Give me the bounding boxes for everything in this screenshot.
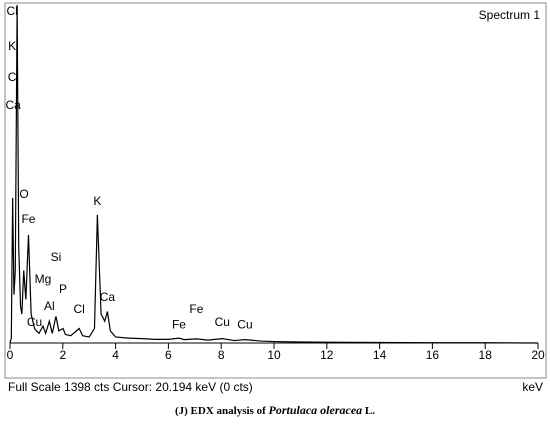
x-tick-label: 2 (59, 348, 66, 362)
caption-species: Portulaca oleracea (269, 403, 363, 417)
peak-label: Cu (215, 315, 230, 329)
x-tick-label: 8 (218, 348, 225, 362)
peak-label: Fe (189, 302, 203, 316)
peak-label: Cu (27, 315, 42, 329)
peak-label: O (19, 187, 28, 201)
x-tick-label: 20 (531, 348, 545, 362)
footer: Full Scale 1398 cts Cursor: 20.194 keV (… (8, 380, 253, 394)
caption-suffix: L. (362, 405, 375, 417)
spectrum-title: Spectrum 1 (479, 8, 541, 22)
peak-label: Si (51, 250, 62, 264)
caption-prefix: (J) EDX analysis of (175, 405, 269, 417)
peak-label: Cu (237, 317, 252, 331)
peak-label: K (8, 39, 16, 53)
peak-label: P (59, 282, 67, 296)
peak-label: Ca (100, 290, 116, 304)
x-tick-label: 10 (267, 348, 281, 362)
x-tick-label: 12 (320, 348, 334, 362)
peak-label: Fe (21, 212, 35, 226)
plot-frame (4, 2, 547, 379)
peak-label: K (93, 194, 101, 208)
peak-label: Fe (172, 317, 186, 331)
x-tick-label: 16 (426, 348, 440, 362)
peak-label: C (8, 70, 17, 84)
peak-label: Ca (5, 98, 21, 112)
peak-label: Al (44, 299, 55, 313)
x-tick-label: 4 (112, 348, 119, 362)
spectrum-line (9, 4, 539, 344)
caption: (J) EDX analysis of Portulaca oleracea L… (175, 403, 375, 417)
x-tick-label: 18 (479, 348, 493, 362)
peak-label: Cl (73, 302, 84, 316)
peak-label: Cl (6, 4, 17, 18)
x-axis-label: keV (522, 380, 543, 394)
x-tick-label: 0 (7, 348, 14, 362)
peak-label: Mg (35, 272, 52, 286)
x-tick-label: 14 (373, 348, 387, 362)
x-tick-label: 6 (165, 348, 172, 362)
